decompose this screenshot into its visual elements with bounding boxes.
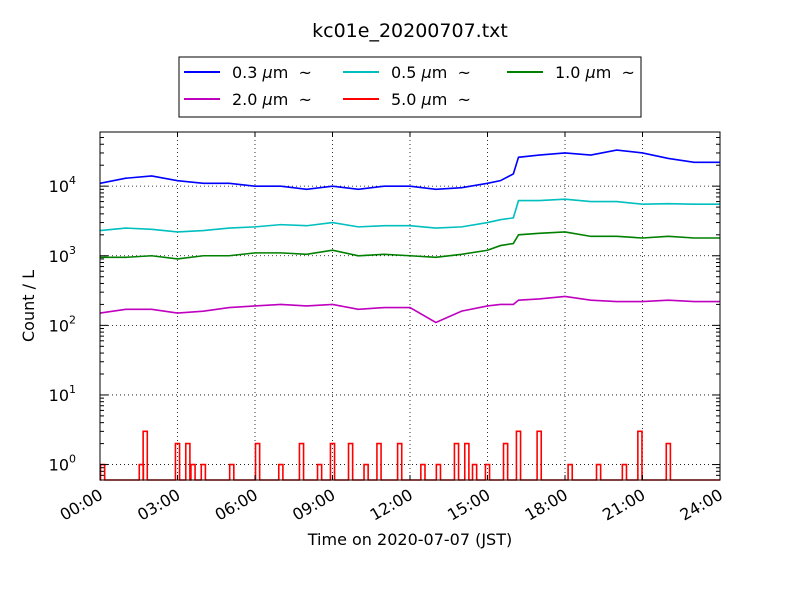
chart-title: kc01e_20200707.txt bbox=[312, 20, 508, 42]
y-tick-base: 10 bbox=[49, 316, 69, 335]
legend-label: 5.0 μm ~ bbox=[391, 90, 471, 109]
x-tick-label: 03:00 bbox=[134, 485, 183, 525]
x-tick-label: 12:00 bbox=[367, 485, 416, 525]
legend-label-mu: μ bbox=[421, 63, 432, 82]
y-tick-base: 10 bbox=[49, 386, 69, 405]
x-tick-label: 06:00 bbox=[212, 485, 261, 525]
x-axis-label: Time on 2020-07-07 (JST) bbox=[307, 530, 512, 549]
y-tick-base: 10 bbox=[49, 247, 69, 266]
y-tick-label: 103 bbox=[49, 244, 76, 266]
y-tick-exponent: 0 bbox=[69, 453, 76, 466]
x-tick-label: 09:00 bbox=[289, 485, 338, 525]
series-line-0_3um bbox=[99, 149, 720, 191]
legend-label-tilde: ~ bbox=[298, 90, 311, 109]
legend-label-tilde: ~ bbox=[298, 63, 311, 82]
grid bbox=[100, 132, 720, 480]
legend-label-size: 0.5 bbox=[391, 63, 422, 82]
legend-label: 2.0 μm ~ bbox=[232, 90, 312, 109]
x-tick-label: 00:00 bbox=[57, 485, 106, 525]
y-tick-exponent: 3 bbox=[69, 244, 76, 257]
legend-label-unit: m bbox=[432, 63, 458, 82]
legend-label: 1.0 μm ~ bbox=[555, 63, 635, 82]
legend-label: 0.3 μm ~ bbox=[232, 63, 312, 82]
y-axis-label: Count / L bbox=[19, 270, 38, 342]
legend-box bbox=[178, 56, 642, 118]
legend-label-mu: μ bbox=[262, 63, 273, 82]
y-tick-exponent: 1 bbox=[69, 383, 76, 396]
axes: 00:00 03:00 06:00 09:00 12:00 15:00 18:00 21:00… bbox=[49, 131, 726, 525]
y-tick-exponent: 2 bbox=[69, 313, 76, 326]
y-tick-label: 100 bbox=[49, 453, 76, 475]
legend-label-size: 5.0 bbox=[391, 90, 422, 109]
legend-label-size: 1.0 bbox=[555, 63, 586, 82]
legend: 0.3 μm ~0.5 μm ~1.0 μm ~2.0 μm ~5.0 μm ~ bbox=[178, 56, 642, 118]
series-line-0_5um bbox=[99, 198, 720, 233]
legend-label-size: 0.3 bbox=[232, 63, 263, 82]
legend-label-mu: μ bbox=[262, 90, 273, 109]
legend-label-unit: m bbox=[596, 63, 622, 82]
legend-label-tilde: ~ bbox=[457, 63, 470, 82]
legend-label-mu: μ bbox=[585, 63, 596, 82]
legend-label-tilde: ~ bbox=[621, 63, 634, 82]
x-tick-label: 21:00 bbox=[599, 485, 648, 525]
x-tick-label: 15:00 bbox=[444, 485, 493, 525]
legend-label-tilde: ~ bbox=[457, 90, 470, 109]
legend-label: 0.5 μm ~ bbox=[391, 63, 471, 82]
y-tick-exponent: 4 bbox=[69, 174, 76, 187]
legend-label-unit: m bbox=[432, 90, 458, 109]
x-tick-label: 18:00 bbox=[522, 485, 571, 525]
legend-label-unit: m bbox=[273, 63, 299, 82]
legend-label-size: 2.0 bbox=[232, 90, 263, 109]
x-tick-label: 24:00 bbox=[677, 485, 726, 525]
legend-label-mu: μ bbox=[421, 90, 432, 109]
series-layer bbox=[99, 149, 720, 481]
y-tick-base: 10 bbox=[49, 177, 69, 196]
series-line-1_0um bbox=[100, 231, 720, 260]
y-tick-label: 102 bbox=[49, 313, 76, 335]
series-line-2_0um bbox=[99, 295, 720, 324]
y-tick-label: 101 bbox=[49, 383, 76, 405]
y-tick-base: 10 bbox=[49, 456, 69, 475]
legend-label-unit: m bbox=[273, 90, 299, 109]
y-tick-label: 104 bbox=[49, 174, 76, 196]
